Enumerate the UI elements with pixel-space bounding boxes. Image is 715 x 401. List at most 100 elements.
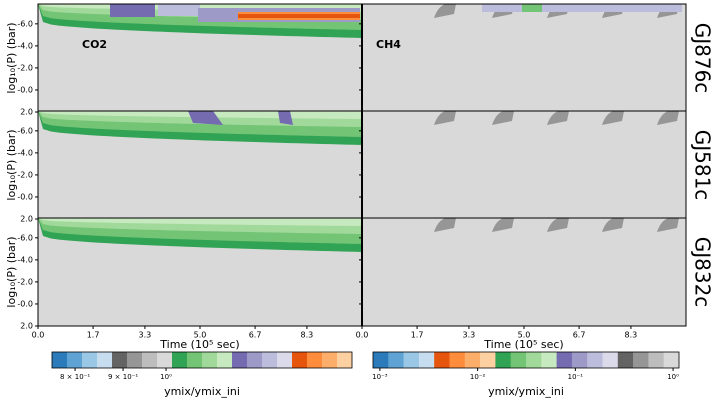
- y-tick-label: 2.0: [20, 108, 33, 117]
- colorbar-swatch: [449, 352, 466, 368]
- colorbar-swatch: [403, 352, 420, 368]
- colorbar-swatch: [262, 352, 278, 368]
- colorbar-swatch: [82, 352, 98, 368]
- contour-patch: [278, 111, 293, 125]
- panel: [38, 4, 362, 112]
- colorbar-tick-label: 10⁻¹: [568, 373, 584, 381]
- y-tick-label: -0.0: [17, 192, 33, 201]
- colorbar-label: ymix/ymix_ini: [164, 385, 240, 398]
- contour-band: [38, 218, 362, 226]
- y-tick-label: 2.0: [20, 215, 33, 224]
- colorbar-swatch: [495, 352, 511, 368]
- colorbar-swatch: [602, 352, 619, 368]
- colorbar-swatch: [157, 352, 173, 368]
- colorbar-swatch: [526, 352, 542, 368]
- colorbar-swatch: [418, 352, 435, 368]
- colorbar-tick-label: 10⁰: [160, 373, 172, 381]
- colorbar-swatch: [127, 352, 143, 368]
- colorbar-swatch: [202, 352, 218, 368]
- colorbar-frame: [51, 351, 353, 369]
- panel: [362, 111, 686, 219]
- y-axis-label: log₁₀(P) (bar): [5, 22, 18, 93]
- colorbar-swatch: [587, 352, 603, 368]
- x-tick-label: 3.3: [463, 331, 476, 340]
- colorbar-swatch: [541, 352, 557, 368]
- x-tick-label: 0.0: [32, 331, 45, 340]
- y-axis-label: log₁₀(P) (bar): [5, 236, 18, 307]
- contour-streak: [434, 111, 456, 125]
- y-tick-label: -0.0: [17, 85, 33, 94]
- colorbar-swatch: [571, 352, 588, 368]
- contour-streak: [547, 218, 569, 232]
- contour-streak: [657, 111, 679, 125]
- contour-streak: [602, 111, 624, 125]
- row-label: GJ581c: [691, 130, 715, 201]
- colorbar-frame: [372, 351, 680, 369]
- colorbar-swatch: [464, 352, 481, 368]
- colorbar-swatch: [663, 352, 680, 368]
- colorbar-swatch: [67, 352, 83, 368]
- colorbar-swatch: [617, 352, 634, 368]
- colorbar-swatch: [648, 352, 664, 368]
- y-tick-label: -2.0: [17, 277, 33, 286]
- panel: [362, 4, 686, 112]
- contour-patch: [522, 4, 542, 12]
- colorbar-swatch: [187, 352, 203, 368]
- colorbar-swatch: [97, 352, 113, 368]
- x-tick-label: 1.7: [411, 331, 424, 340]
- panel-background: [362, 218, 686, 326]
- x-tick-label: 0.0: [356, 331, 369, 340]
- panel-background: [362, 4, 686, 112]
- panel-label: CH4: [376, 38, 401, 51]
- colorbar-swatch: [217, 352, 233, 368]
- contour-patch: [482, 4, 682, 12]
- x-tick-label: 8.3: [301, 331, 314, 340]
- panel-background: [362, 111, 686, 219]
- y-tick-label: -6.0: [17, 233, 33, 242]
- x-axis-label: Time (10⁵ sec): [483, 338, 563, 351]
- contour-patch: [158, 4, 200, 16]
- y-tick-label: -0.0: [17, 299, 33, 308]
- colorbar-swatch: [388, 352, 404, 368]
- colorbar-swatch: [277, 352, 293, 368]
- x-tick-label: 5.0: [518, 331, 531, 340]
- colorbar-swatch: [373, 352, 389, 368]
- y-tick-label: 2.0: [20, 322, 33, 331]
- contour-streak: [434, 4, 456, 18]
- x-tick-label: 6.7: [573, 331, 586, 340]
- x-tick-label: 3.3: [139, 331, 152, 340]
- colorbar-swatch: [247, 352, 263, 368]
- panel-label: CO2: [82, 38, 107, 51]
- contour-patch: [238, 14, 360, 18]
- colorbar-swatch: [172, 352, 188, 368]
- colorbar-swatch: [556, 352, 573, 368]
- y-tick-label: -6.0: [17, 19, 33, 28]
- y-tick-label: -4.0: [17, 148, 33, 157]
- contour-streak: [657, 218, 679, 232]
- contour-streak: [492, 111, 514, 125]
- colorbar-swatch: [292, 352, 308, 368]
- colorbar-swatch: [142, 352, 158, 368]
- contour-streak: [602, 218, 624, 232]
- y-tick-label: -2.0: [17, 63, 33, 72]
- colorbar-tick-label: 10⁻²: [470, 373, 486, 381]
- x-tick-label: 8.3: [625, 331, 638, 340]
- row-label: GJ876c: [691, 23, 715, 94]
- colorbar-tick-label: 9 × 10⁻¹: [108, 373, 138, 381]
- x-tick-label: 5.0: [194, 331, 207, 340]
- y-tick-label: -4.0: [17, 255, 33, 264]
- panel: [38, 218, 362, 326]
- colorbar-swatch: [633, 352, 649, 368]
- colorbar-tick-label: 10⁰: [667, 373, 679, 381]
- colorbar-swatch: [510, 352, 527, 368]
- colorbar-swatch: [337, 352, 353, 368]
- colorbar-swatch: [322, 352, 338, 368]
- contour-streak: [434, 218, 456, 232]
- colorbar-tick-label: 10⁻³: [372, 373, 388, 381]
- colorbar-swatch: [112, 352, 128, 368]
- contour-streak: [492, 218, 514, 232]
- colorbar-swatch: [232, 352, 248, 368]
- panel: [38, 111, 362, 219]
- contour-patch: [110, 4, 155, 17]
